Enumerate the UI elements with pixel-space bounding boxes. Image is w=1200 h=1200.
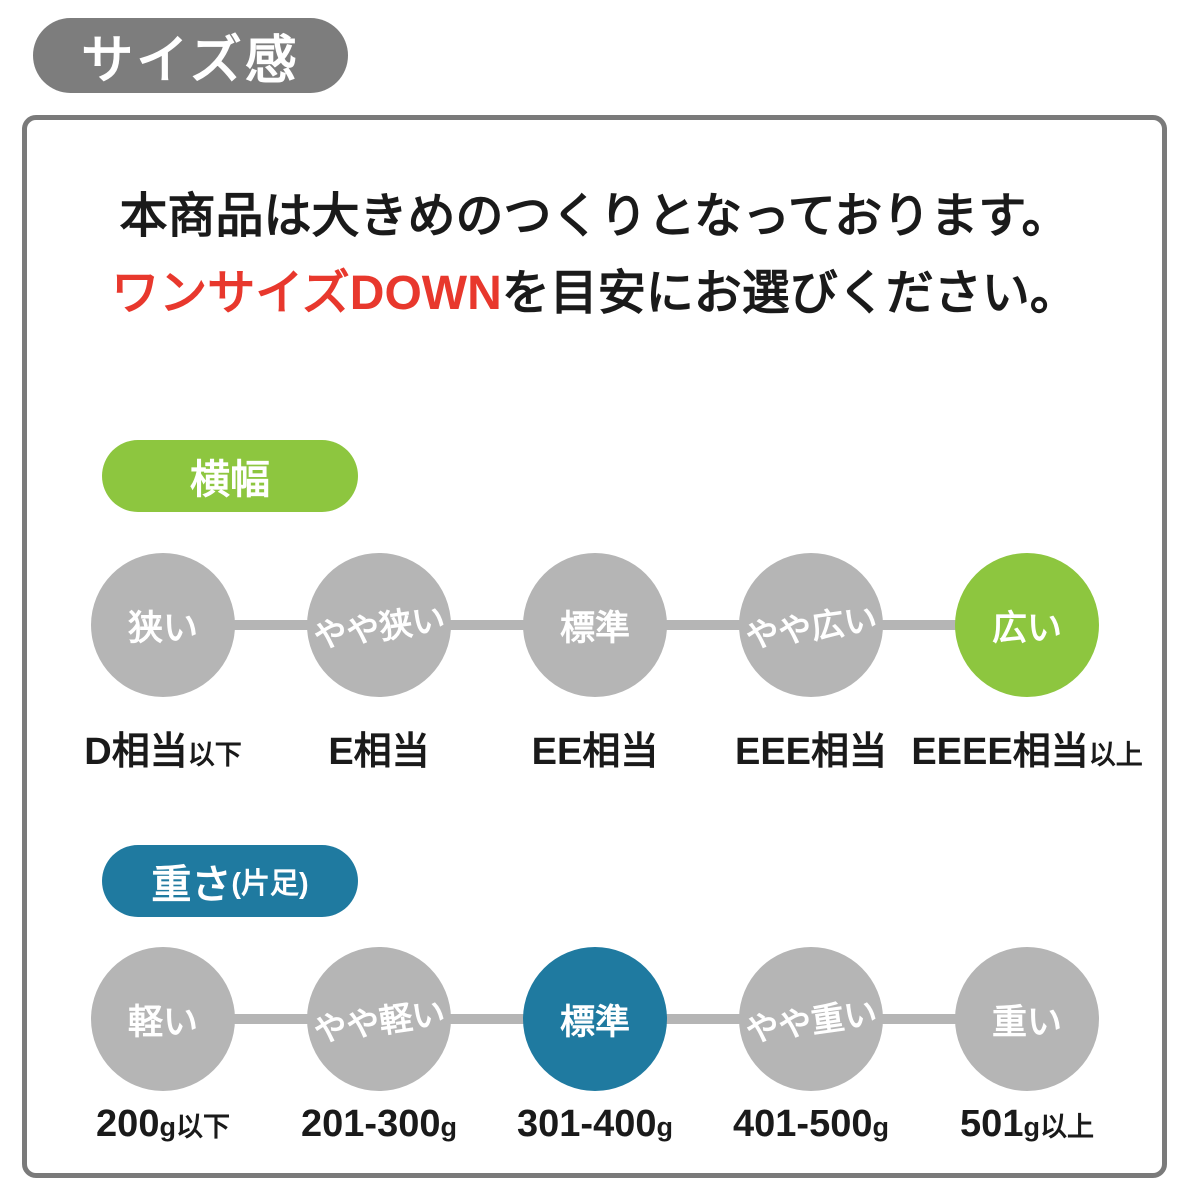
sublabel-small: 以上 bbox=[1088, 740, 1143, 770]
sublabel-main: EEE相当 bbox=[734, 731, 888, 773]
weight-badge-suffix: (片足) bbox=[231, 868, 309, 900]
sublabel-small: g以下 bbox=[159, 1112, 230, 1142]
width-sublabel-4: EEE相当 bbox=[735, 720, 887, 773]
size-feel-title-badge: サイズ感 bbox=[33, 18, 348, 93]
weight-scale-row: 軽い やや軽い 標準 やや重い 重い bbox=[91, 947, 1099, 1091]
weight-badge-label: 重さ bbox=[151, 863, 232, 907]
sublabel-main: EE相当 bbox=[531, 731, 659, 773]
size-feel-title-label: サイズ感 bbox=[81, 32, 300, 90]
width-step-2: やや狭い bbox=[307, 553, 451, 697]
step-label: やや広い bbox=[743, 599, 880, 655]
width-step-4: やや広い bbox=[739, 553, 883, 697]
width-sublabel-5: EEEE相当 以上 bbox=[911, 720, 1142, 773]
step-label: やや重い bbox=[743, 993, 880, 1049]
step-label: やや軽い bbox=[311, 993, 448, 1049]
weight-sublabel-3: 301-400 g bbox=[517, 1103, 673, 1153]
sublabel-main: 200 bbox=[96, 1103, 160, 1145]
weight-step-4: やや重い bbox=[739, 947, 883, 1091]
width-step-3: 標準 bbox=[523, 553, 667, 697]
width-sublabel-3: EE相当 bbox=[523, 720, 667, 773]
sublabel-small: g bbox=[872, 1112, 889, 1142]
weight-step-2: やや軽い bbox=[307, 947, 451, 1091]
sublabel-small: g bbox=[656, 1112, 673, 1142]
width-step-5: 広い bbox=[955, 553, 1099, 697]
weight-sublabel-4: 401-500 g bbox=[733, 1103, 889, 1153]
sublabel-small: g以上 bbox=[1023, 1112, 1094, 1142]
step-label: 軽い bbox=[127, 1002, 198, 1042]
sublabel-main: 401-500 bbox=[733, 1103, 873, 1145]
intro-text: 本商品は大きめのつくりとなっております。 ワンサイズDOWNを目安にお選びくださ… bbox=[27, 178, 1162, 332]
weight-step-5: 重い bbox=[955, 947, 1099, 1091]
sublabel-small: g bbox=[440, 1112, 457, 1142]
sublabel-main: D相当 bbox=[84, 731, 188, 773]
step-label: 標準 bbox=[559, 608, 630, 648]
step-label: 狭い bbox=[127, 608, 198, 648]
intro-highlight-text: ワンサイズDOWN bbox=[111, 267, 502, 320]
weight-section-badge: 重さ (片足) bbox=[102, 845, 358, 917]
step-label: やや狭い bbox=[311, 599, 448, 655]
weight-sublabel-2: 201-300 g bbox=[301, 1103, 457, 1153]
sublabel-main: 201-300 bbox=[301, 1103, 441, 1145]
sublabel-main: E相当 bbox=[328, 731, 430, 773]
step-label: 標準 bbox=[559, 1002, 630, 1042]
weight-sublabel-5: 501 g以上 bbox=[955, 1103, 1099, 1153]
sublabel-main: 501 bbox=[960, 1103, 1024, 1145]
weight-sublabel-1: 200 g以下 bbox=[91, 1103, 235, 1153]
intro-line-1: 本商品は大きめのつくりとなっております。 bbox=[119, 190, 1070, 243]
weight-step-3: 標準 bbox=[523, 947, 667, 1091]
width-badge-label: 横幅 bbox=[190, 458, 270, 502]
width-scale-row: 狭い やや狭い 標準 やや広い 広い bbox=[91, 553, 1099, 697]
width-section-badge: 横幅 bbox=[102, 440, 358, 512]
width-step-1: 狭い bbox=[91, 553, 235, 697]
step-label: 広い bbox=[991, 608, 1062, 648]
width-scale-labels: D相当 以下 E相当 EE相当 EEE相当 EEEE相当 以上 bbox=[84, 720, 1142, 773]
sublabel-small: 以下 bbox=[187, 740, 242, 770]
sublabel-main: 301-400 bbox=[517, 1103, 657, 1145]
width-sublabel-1: D相当 以下 bbox=[84, 720, 241, 773]
sublabel-main: EEEE相当 bbox=[911, 731, 1089, 773]
step-label: 重い bbox=[991, 1002, 1062, 1042]
weight-scale-labels: 200 g以下 201-300 g 301-400 g 401-500 g 501 g以上 bbox=[91, 1103, 1099, 1153]
intro-line-2: ワンサイズDOWNを目安にお選びください。 bbox=[27, 255, 1162, 332]
intro-line-2-rest: を目安にお選びください。 bbox=[501, 267, 1078, 320]
weight-step-1: 軽い bbox=[91, 947, 235, 1091]
width-sublabel-2: E相当 bbox=[307, 720, 451, 773]
size-guide-panel: 本商品は大きめのつくりとなっております。 ワンサイズDOWNを目安にお選びくださ… bbox=[22, 115, 1167, 1178]
